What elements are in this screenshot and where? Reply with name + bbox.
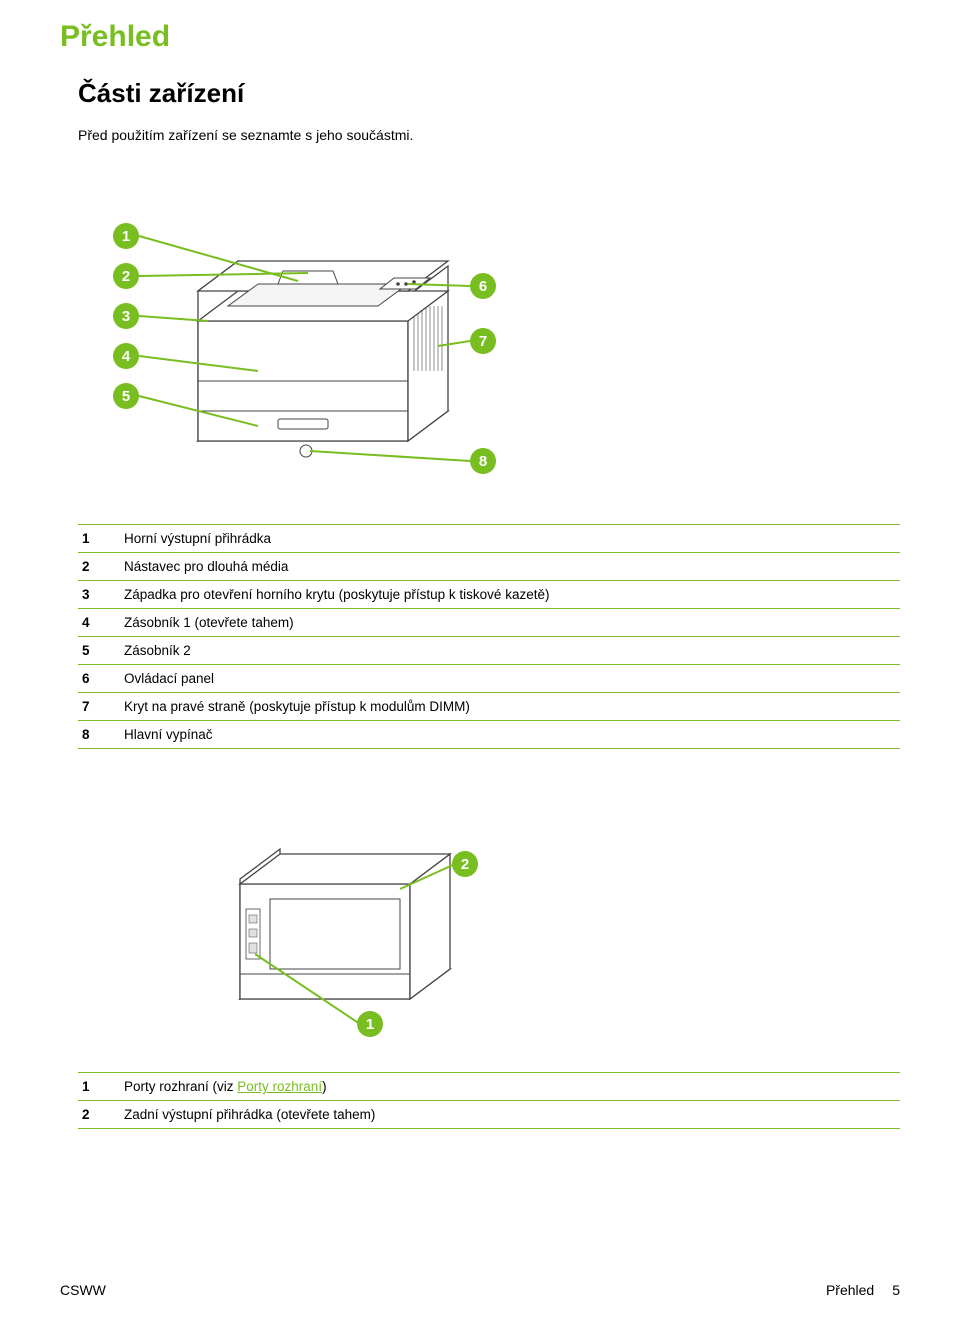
svg-text:1: 1 — [366, 1016, 374, 1033]
intro-text: Před použitím zařízení se seznamte s jeh… — [78, 127, 900, 143]
legend-description: Nástavec pro dlouhá média — [120, 553, 900, 581]
legend-description: Kryt na pravé straně (poskytuje přístup … — [120, 693, 900, 721]
legend-number: 5 — [78, 637, 120, 665]
svg-text:1: 1 — [122, 228, 130, 245]
svg-text:3: 3 — [122, 308, 130, 325]
footer-section: Přehled — [826, 1282, 874, 1298]
table-row: 6Ovládací panel — [78, 665, 900, 693]
subsection-title: Části zařízení — [78, 78, 900, 109]
page-footer: CSWW Přehled 5 — [60, 1282, 900, 1298]
legend-table-back: 1Porty rozhraní (viz Porty rozhraní)2Zad… — [78, 1072, 900, 1129]
svg-text:8: 8 — [479, 453, 487, 470]
link-ports[interactable]: Porty rozhraní — [237, 1079, 322, 1094]
legend-description: Zásobník 1 (otevřete tahem) — [120, 609, 900, 637]
legend-number: 4 — [78, 609, 120, 637]
svg-text:2: 2 — [122, 268, 130, 285]
svg-text:7: 7 — [479, 333, 487, 350]
table-row: 5Zásobník 2 — [78, 637, 900, 665]
legend-description: Horní výstupní přihrádka — [120, 525, 900, 553]
section-title: Přehled — [60, 20, 900, 54]
table-row: 2Nástavec pro dlouhá média — [78, 553, 900, 581]
legend-number: 8 — [78, 721, 120, 749]
table-row: 3Západka pro otevření horního krytu (pos… — [78, 581, 900, 609]
svg-text:2: 2 — [461, 856, 469, 873]
legend-number: 6 — [78, 665, 120, 693]
legend-number: 1 — [78, 1073, 120, 1101]
legend-description: Porty rozhraní (viz Porty rozhraní) — [120, 1073, 900, 1101]
table-row: 8Hlavní vypínač — [78, 721, 900, 749]
table-row: 2Zadní výstupní přihrádka (otevřete tahe… — [78, 1101, 900, 1129]
legend-number: 1 — [78, 525, 120, 553]
legend-number: 3 — [78, 581, 120, 609]
table-row: 1Horní výstupní přihrádka — [78, 525, 900, 553]
svg-text:4: 4 — [122, 348, 131, 365]
footer-page: 5 — [892, 1282, 900, 1298]
legend-description: Ovládací panel — [120, 665, 900, 693]
legend-number: 2 — [78, 1101, 120, 1129]
table-row: 7Kryt na pravé straně (poskytuje přístup… — [78, 693, 900, 721]
table-row: 4Zásobník 1 (otevřete tahem) — [78, 609, 900, 637]
table-row: 1Porty rozhraní (viz Porty rozhraní) — [78, 1073, 900, 1101]
legend-number: 7 — [78, 693, 120, 721]
footer-left: CSWW — [60, 1282, 106, 1298]
svg-text:5: 5 — [122, 388, 130, 405]
legend-number: 2 — [78, 553, 120, 581]
legend-table-front: 1Horní výstupní přihrádka2Nástavec pro d… — [78, 524, 900, 749]
svg-text:6: 6 — [479, 278, 487, 295]
legend-description: Hlavní vypínač — [120, 721, 900, 749]
legend-description: Zásobník 2 — [120, 637, 900, 665]
legend-description: Zadní výstupní přihrádka (otevřete tahem… — [120, 1101, 900, 1129]
diagram-front: 1 2 3 4 5 6 7 8 — [78, 171, 900, 496]
diagram-back: 2 1 — [180, 789, 900, 1044]
legend-description: Západka pro otevření horního krytu (posk… — [120, 581, 900, 609]
